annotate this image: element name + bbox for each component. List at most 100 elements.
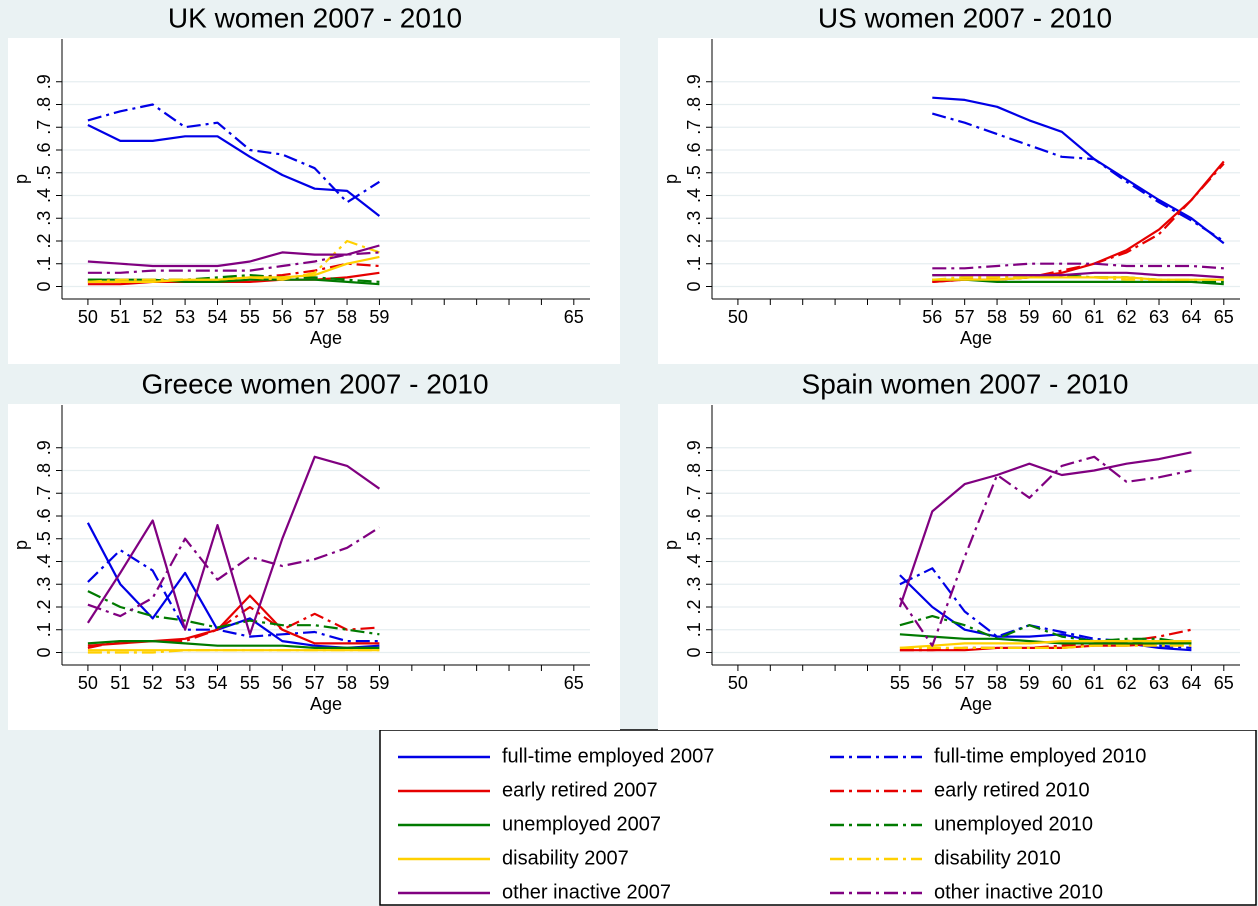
series-line <box>87 124 381 217</box>
y-tick-label: .8 <box>34 463 54 478</box>
legend-label: disability 2010 <box>934 847 1061 869</box>
series-line <box>87 244 380 268</box>
y-tick-label: .2 <box>684 233 704 248</box>
legend-label: unemployed 2007 <box>502 813 661 835</box>
x-tick-label: 62 <box>1117 673 1137 693</box>
chart-title: Greece women 2007 - 2010 <box>141 368 488 399</box>
x-axis-label: Age <box>960 328 992 348</box>
x-tick-label: 51 <box>110 673 130 693</box>
y-tick-label: .5 <box>34 165 54 180</box>
x-tick-label: 56 <box>922 307 942 327</box>
chart-panel: UK women 2007 - 2010 0 .1 .2 .3 .4 .5 .6 .7 .8 .9 5… <box>8 2 620 364</box>
plot-background <box>8 38 620 364</box>
y-tick-label: .7 <box>34 486 54 501</box>
x-tick-label: 60 <box>1052 307 1072 327</box>
x-tick-label: 57 <box>955 307 975 327</box>
x-tick-label: 58 <box>987 307 1007 327</box>
legend-label: other inactive 2007 <box>502 881 671 903</box>
x-tick-label: 50 <box>78 307 98 327</box>
x-tick-label: 61 <box>1084 307 1104 327</box>
y-tick-label: .2 <box>684 599 704 614</box>
chart-title: US women 2007 - 2010 <box>818 2 1112 33</box>
chart-title: Spain women 2007 - 2010 <box>802 368 1129 399</box>
series-line <box>87 103 380 204</box>
y-tick-label: .1 <box>684 256 704 271</box>
y-tick-label: .5 <box>684 165 704 180</box>
y-tick-label: .3 <box>34 577 54 592</box>
series-line <box>87 649 380 654</box>
x-tick-label: 59 <box>1019 673 1039 693</box>
y-tick-label: 0 <box>34 647 54 657</box>
x-tick-label: 50 <box>78 673 98 693</box>
x-tick-label: 57 <box>305 307 325 327</box>
series-line <box>899 615 1192 645</box>
x-tick-label: 62 <box>1117 307 1137 327</box>
series-line <box>87 549 380 643</box>
x-axis-label: Age <box>960 694 992 714</box>
series-line <box>87 594 380 647</box>
y-tick-label: .9 <box>684 74 704 89</box>
y-tick-label: .4 <box>34 554 54 569</box>
legend-label: full-time employed 2007 <box>502 745 714 767</box>
x-tick-label: 58 <box>987 673 1007 693</box>
x-tick-label: 52 <box>143 307 163 327</box>
x-tick-label: 60 <box>1052 673 1072 693</box>
y-tick-label: .4 <box>34 188 54 203</box>
x-tick-label: 54 <box>207 673 227 693</box>
y-tick-label: .6 <box>34 142 54 157</box>
y-tick-label: .8 <box>34 97 54 112</box>
x-tick-label: 61 <box>1084 673 1104 693</box>
x-tick-label: 50 <box>728 673 748 693</box>
x-tick-label: 56 <box>922 673 942 693</box>
y-tick-label: .5 <box>684 531 704 546</box>
x-tick-label: 57 <box>305 673 325 693</box>
y-tick-label: .3 <box>684 577 704 592</box>
y-tick-label: .8 <box>684 463 704 478</box>
y-tick-label: .7 <box>684 120 704 135</box>
x-tick-label: 55 <box>240 307 260 327</box>
series-line <box>898 451 1192 608</box>
y-tick-label: .2 <box>34 599 54 614</box>
x-tick-label: 52 <box>143 673 163 693</box>
x-tick-label: 55 <box>240 673 260 693</box>
legend-label: disability 2007 <box>502 847 629 869</box>
y-axis-label: p <box>661 540 681 550</box>
x-tick-label: 59 <box>369 307 389 327</box>
y-tick-label: .4 <box>684 188 704 203</box>
x-tick-label: 59 <box>1019 307 1039 327</box>
y-tick-label: .9 <box>34 74 54 89</box>
x-tick-label: 57 <box>955 673 975 693</box>
series-line <box>86 455 381 636</box>
chart-panel: Spain women 2007 - 2010 0 .1 .2 .3 .4 .5 .6 .7 .8… <box>658 368 1258 730</box>
series-line <box>87 590 380 636</box>
x-tick-label: 63 <box>1149 307 1169 327</box>
x-tick-label: 53 <box>175 307 195 327</box>
x-tick-label: 65 <box>564 307 584 327</box>
x-tick-label: 53 <box>175 673 195 693</box>
x-axis-label: Age <box>310 328 342 348</box>
chart-panel: US women 2007 - 2010 0 .1 .2 .3 .4 .5 .6 .7 .8 .9 5… <box>658 2 1258 364</box>
y-tick-label: 0 <box>684 281 704 291</box>
y-axis-label: p <box>11 174 31 184</box>
x-tick-label: 54 <box>207 307 227 327</box>
legend-label: early retired 2007 <box>502 779 658 801</box>
y-tick-label: .1 <box>34 622 54 637</box>
series-line <box>932 262 1224 270</box>
series-line <box>932 96 1225 245</box>
series-line <box>899 644 1192 649</box>
x-tick-label: 51 <box>110 307 130 327</box>
y-tick-label: .7 <box>34 120 54 135</box>
y-tick-label: 0 <box>34 281 54 291</box>
y-tick-label: .3 <box>34 211 54 226</box>
y-tick-label: .6 <box>684 142 704 157</box>
y-axis-label: p <box>661 174 681 184</box>
legend-label: unemployed 2010 <box>934 813 1093 835</box>
x-axis-label: Age <box>310 694 342 714</box>
y-tick-label: .7 <box>684 486 704 501</box>
series-line <box>898 455 1192 647</box>
x-tick-label: 65 <box>1214 673 1234 693</box>
y-tick-label: .9 <box>34 440 54 455</box>
y-tick-label: 0 <box>684 647 704 657</box>
series-line <box>932 271 1224 279</box>
y-tick-label: .6 <box>684 508 704 523</box>
